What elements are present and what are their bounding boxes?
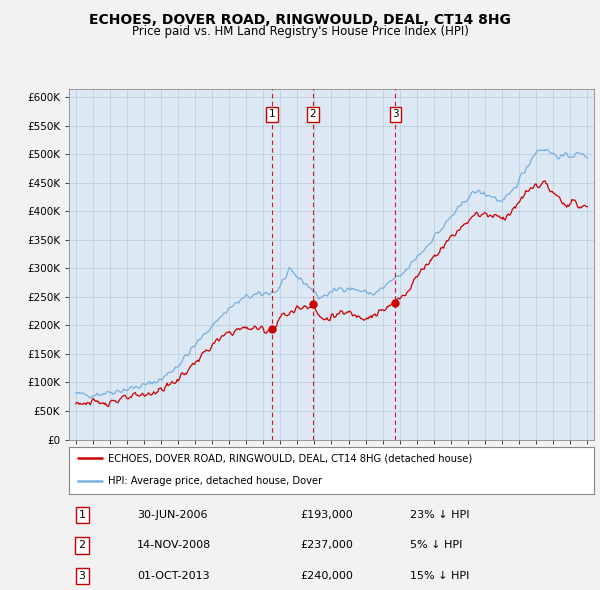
Text: 2: 2: [310, 109, 316, 119]
Text: 1: 1: [269, 109, 275, 119]
Text: 14-NOV-2008: 14-NOV-2008: [137, 540, 212, 550]
Text: £237,000: £237,000: [300, 540, 353, 550]
Text: £240,000: £240,000: [300, 571, 353, 581]
Text: 23% ↓ HPI: 23% ↓ HPI: [410, 510, 470, 520]
Text: £193,000: £193,000: [300, 510, 353, 520]
Text: 3: 3: [79, 571, 86, 581]
Text: 2: 2: [79, 540, 86, 550]
Text: 5% ↓ HPI: 5% ↓ HPI: [410, 540, 463, 550]
Text: 1: 1: [79, 510, 86, 520]
Text: HPI: Average price, detached house, Dover: HPI: Average price, detached house, Dove…: [109, 476, 323, 486]
Text: 15% ↓ HPI: 15% ↓ HPI: [410, 571, 470, 581]
Text: 30-JUN-2006: 30-JUN-2006: [137, 510, 208, 520]
Text: ECHOES, DOVER ROAD, RINGWOULD, DEAL, CT14 8HG (detached house): ECHOES, DOVER ROAD, RINGWOULD, DEAL, CT1…: [109, 454, 473, 463]
Text: Price paid vs. HM Land Registry's House Price Index (HPI): Price paid vs. HM Land Registry's House …: [131, 25, 469, 38]
Text: 01-OCT-2013: 01-OCT-2013: [137, 571, 210, 581]
Text: 3: 3: [392, 109, 399, 119]
Text: ECHOES, DOVER ROAD, RINGWOULD, DEAL, CT14 8HG: ECHOES, DOVER ROAD, RINGWOULD, DEAL, CT1…: [89, 13, 511, 27]
